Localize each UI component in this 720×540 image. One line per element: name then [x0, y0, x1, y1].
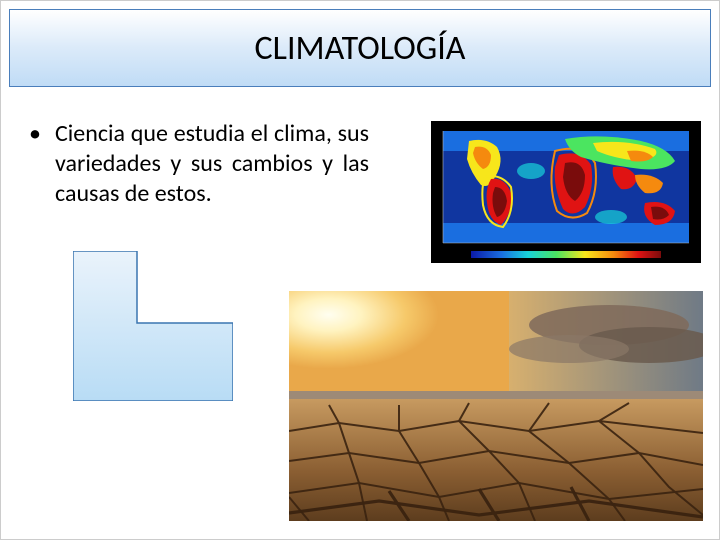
world-thermal-map-image — [431, 121, 701, 263]
dry-land-image — [289, 291, 703, 521]
title-bar: CLIMATOLOGÍA — [9, 9, 711, 87]
page-title: CLIMATOLOGÍA — [255, 28, 466, 69]
bullet-text: Ciencia que estudia el clima, sus varied… — [55, 119, 369, 209]
bullet-marker: • — [29, 119, 55, 209]
definition-bullet: • Ciencia que estudia el clima, sus vari… — [29, 119, 369, 209]
l-shape-decor — [73, 251, 233, 401]
